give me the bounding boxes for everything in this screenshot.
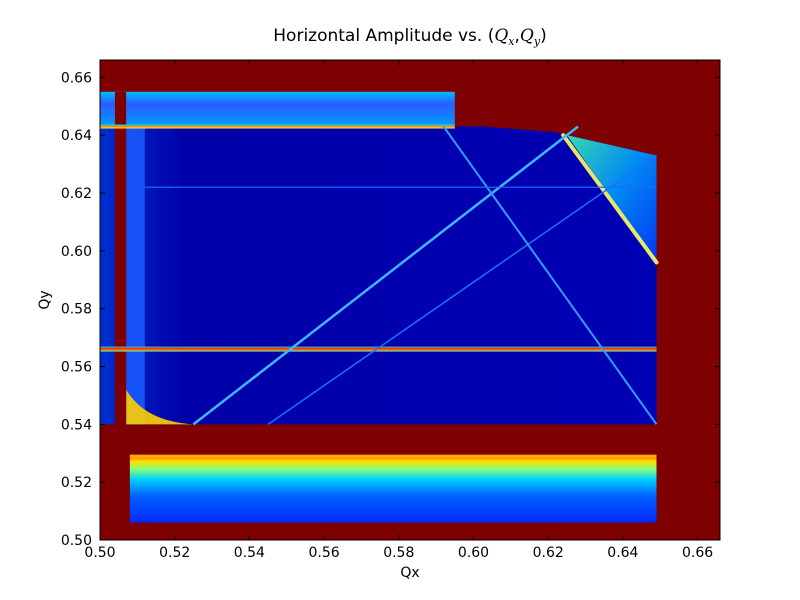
resonance-line-diagonal-main [192, 125, 579, 426]
x-tick-label: 0.52 [159, 545, 190, 561]
y-tick-label: 0.56 [61, 360, 92, 376]
resonance-line-diagonal-lower [267, 154, 657, 425]
upper-right-wedge-edge [561, 133, 659, 265]
x-tick-label: 0.60 [458, 545, 489, 561]
lower-band [129, 456, 657, 523]
y-tick-label: 0.62 [61, 186, 92, 202]
y-tick-label: 0.50 [61, 533, 92, 549]
x-axis-label: Qx [400, 565, 419, 581]
x-tick-label: 0.64 [607, 545, 638, 561]
resonance-line-qy-0.529-line [129, 454, 657, 458]
x-tick-label: 0.54 [234, 545, 265, 561]
chart-title: Horizontal Amplitude vs. (Qx,Qy) [273, 26, 546, 48]
y-tick-label: 0.66 [61, 70, 92, 86]
y-tick-label: 0.52 [61, 475, 92, 491]
y-axis-label: Qy [37, 290, 53, 309]
resonance-line-qy-0.566-line [100, 346, 657, 352]
x-tick-label: 0.56 [309, 545, 340, 561]
x-tick-label: 0.58 [383, 545, 414, 561]
heatmap-plot-area [100, 60, 720, 540]
x-tick-label: 0.50 [84, 545, 115, 561]
plot-frame [99, 59, 721, 541]
upper-right-cutout [454, 91, 720, 165]
x-tick-label: 0.62 [533, 545, 564, 561]
y-tick-label: 0.58 [61, 302, 92, 318]
y-tick-label: 0.54 [61, 417, 92, 433]
y-tick-label: 0.60 [61, 244, 92, 260]
main-region [100, 126, 657, 425]
x-tick-label: 0.66 [682, 545, 713, 561]
left-strip [114, 91, 127, 523]
corner-glow [126, 389, 194, 425]
upper-band [100, 91, 455, 127]
y-tick-label: 0.64 [61, 128, 92, 144]
resonance-line-anti-diagonal [442, 125, 658, 425]
main-region-left-edge [126, 126, 145, 425]
resonance-line-qy-0.643-line [100, 124, 455, 129]
